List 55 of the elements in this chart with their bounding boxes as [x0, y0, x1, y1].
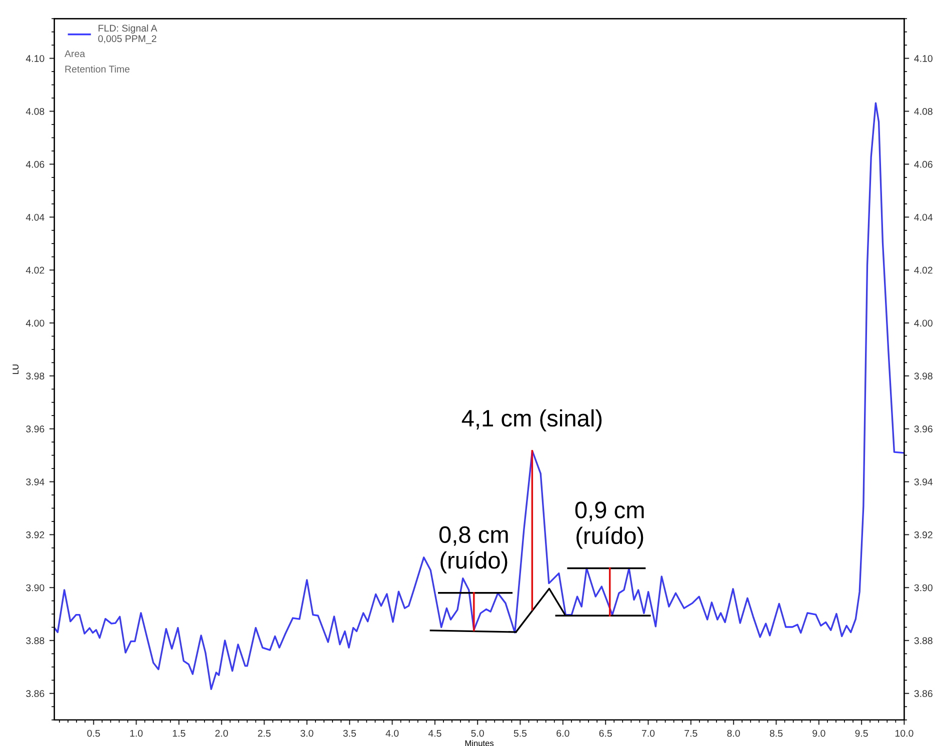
y-tick-label: 4.02	[26, 266, 44, 274]
x-tick-label: 6.0	[556, 730, 570, 737]
y2-tick-label: 4.00	[914, 320, 932, 327]
y2-tick-label: 3.88	[914, 637, 932, 644]
y2-tick-label: 4.02	[914, 266, 932, 274]
annotation: Area	[64, 50, 86, 58]
x-tick-label: 3.0	[300, 730, 314, 737]
y-tick-label: 3.90	[26, 584, 44, 592]
y-axis-title: LU	[12, 364, 18, 374]
x-tick-label: 8.0	[727, 730, 740, 737]
y-tick-label: 3.86	[26, 690, 44, 698]
x-tick-label: 0.5	[87, 730, 100, 737]
x-tick-label: 4.0	[386, 730, 399, 737]
y-tick-label: 4.00	[26, 320, 44, 327]
x-tick-label: 4.5	[428, 730, 442, 737]
x-tick-label: 6.5	[599, 730, 612, 737]
x-tick-label: 7.5	[684, 730, 698, 737]
x-axis-title: Minutes	[465, 740, 494, 746]
y2-tick-label: 4.04	[914, 214, 933, 221]
y2-tick-label: 3.90	[914, 584, 932, 592]
x-tick-label: 5.0	[471, 730, 484, 737]
line-series	[54, 102, 904, 690]
y-tick-label: 3.98	[26, 372, 44, 380]
annotation: Retention Time	[65, 65, 130, 73]
y2-tick-label: 4.06	[914, 160, 932, 168]
x-tick-label: 1.0	[130, 730, 143, 737]
x-tick-label: 3.5	[343, 730, 356, 737]
y-tick-label: 3.92	[26, 531, 44, 538]
annotation: 4,1 cm (sinal)	[462, 409, 602, 432]
y2-tick-label: 3.96	[914, 426, 932, 432]
y-tick-label: 4.08	[26, 108, 44, 115]
y-tick-label: 4.04	[26, 214, 44, 221]
x-tick-label: 2.0	[215, 730, 228, 737]
legend-label: FLD: Signal A 0,005 PPM_2	[98, 24, 158, 44]
y-tick-label: 3.94	[26, 478, 44, 486]
y2-tick-label: 3.94	[914, 478, 933, 486]
y2-tick-label: 4.10	[914, 55, 932, 62]
y-tick-label: 4.06	[26, 160, 44, 168]
x-tick-label: 5.5	[514, 730, 527, 737]
y-tick-label: 4.10	[26, 55, 44, 62]
x-tick-label: 9.0	[812, 730, 826, 737]
x-tick-label: 9.5	[855, 730, 868, 737]
x-tick-label: 7.0	[642, 730, 655, 737]
annotation: 0,9 cm (ruído)	[575, 502, 644, 549]
y-tick-label: 3.88	[26, 637, 44, 644]
y-tick-label: 3.96	[26, 426, 44, 432]
x-tick-label: 10.0	[895, 730, 914, 737]
x-tick-label: 8.5	[770, 730, 783, 737]
y2-tick-label: 4.08	[914, 108, 932, 115]
y2-tick-label: 3.98	[914, 372, 932, 380]
x-tick-label: 1.5	[172, 730, 186, 737]
y2-tick-label: 3.92	[914, 531, 932, 538]
x-tick-label: 2.5	[258, 730, 271, 737]
annotation: 0,8 cm (ruído)	[439, 526, 508, 574]
y2-tick-label: 3.86	[914, 690, 932, 698]
